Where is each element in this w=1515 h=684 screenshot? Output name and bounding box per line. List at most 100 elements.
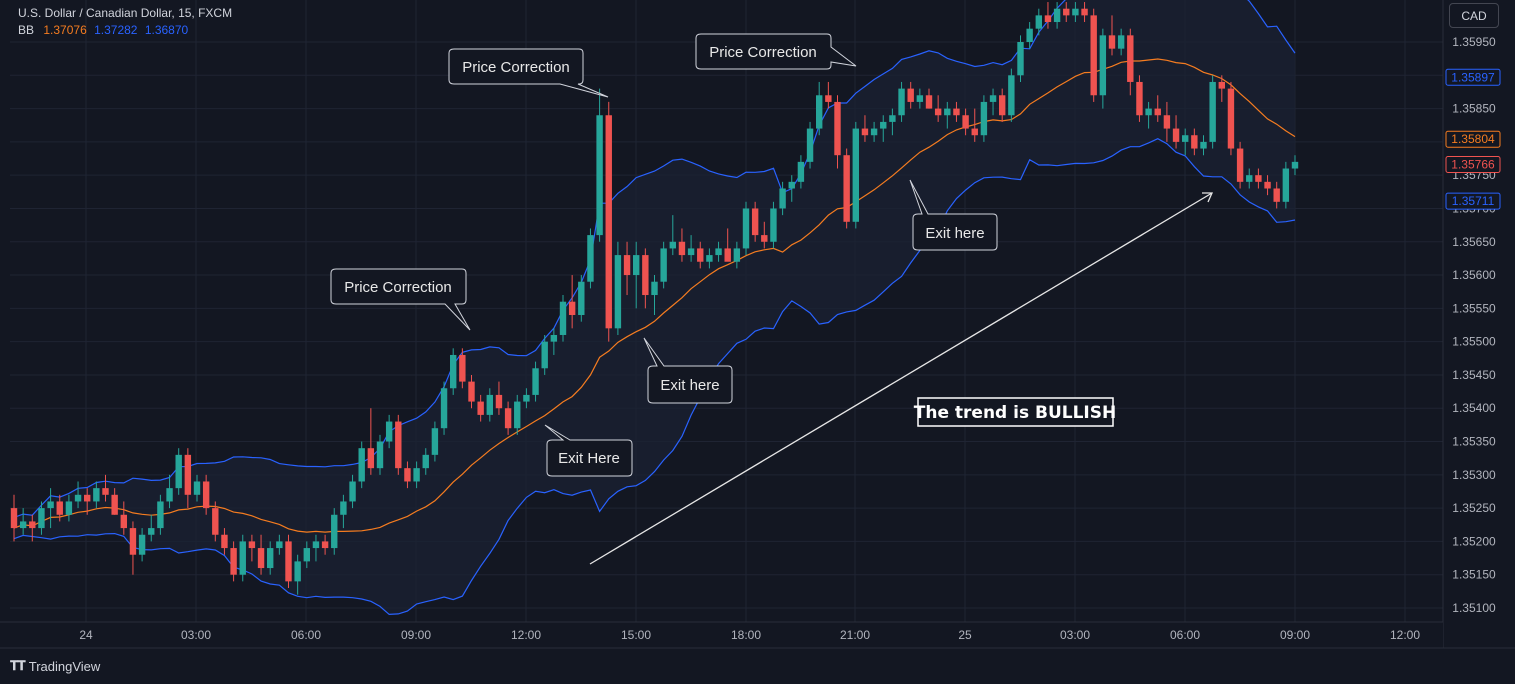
callout-price-correction-2: Price Correction: [448, 48, 609, 98]
time-tick-label: 24: [79, 628, 93, 642]
candle-body-down: [1273, 188, 1280, 202]
candle-body-down: [1154, 108, 1161, 116]
tradingview-brand[interactable]: 𝐓𝐓 TradingView: [10, 658, 100, 674]
candle-body-up: [450, 354, 457, 389]
candle-body-up: [614, 255, 622, 329]
candle-body-down: [202, 481, 210, 509]
candle-body-down: [10, 508, 18, 529]
callout-label: Exit Here: [558, 450, 620, 467]
time-tick-label: 25: [958, 628, 972, 642]
candle-body-down: [221, 534, 228, 549]
candle-body-up: [587, 235, 594, 282]
currency-label: CAD: [1461, 8, 1487, 23]
price-axis-bg: [1443, 0, 1515, 648]
price-tick-label: 1.35400: [1452, 401, 1496, 415]
candle-body-down: [751, 208, 759, 236]
candle-body-up: [65, 501, 73, 515]
candle-body-up: [47, 501, 54, 509]
price-tick-label: 1.35450: [1452, 368, 1496, 382]
candle-body-up: [239, 541, 246, 575]
price-tick-label: 1.35100: [1452, 601, 1496, 615]
candle-body-down: [953, 108, 960, 116]
callout-exit-3: Exit here: [909, 179, 998, 251]
bb-basis-value: 1.37076: [43, 23, 87, 37]
currency-selector[interactable]: CAD: [1449, 3, 1499, 28]
candle-body-down: [1108, 35, 1116, 49]
candle-body-down: [761, 235, 768, 242]
candle-body-down: [102, 488, 109, 495]
price-tick-label: 1.35950: [1452, 35, 1496, 49]
time-axis-bg: [0, 622, 1443, 648]
candle-body-up: [148, 528, 155, 535]
price-tick-label: 1.35500: [1452, 335, 1496, 349]
candle-body-up: [550, 334, 558, 342]
candle-body-down: [999, 95, 1006, 116]
candle-body-up: [532, 368, 539, 395]
time-axis[interactable]: 24 03:00 06:00 09:00 12:00 15:00 18:00 21:00 25 0…: [79, 628, 1420, 642]
candle-body-down: [1163, 115, 1171, 129]
price-label-value: 1.35897: [1451, 70, 1495, 84]
candle-body-up: [175, 454, 182, 489]
candle-body-down: [907, 88, 914, 102]
candle-body-up: [779, 188, 786, 209]
bollinger-lower-band: [13, 138, 1296, 616]
candle-body-up: [1209, 81, 1216, 142]
candle-body-up: [38, 508, 45, 529]
candle-body-down: [29, 521, 36, 529]
price-tick-label: 1.35850: [1452, 102, 1496, 116]
candle-body-down: [129, 528, 137, 555]
candle-body-up: [340, 501, 347, 515]
candle-body-up: [1017, 42, 1024, 76]
candle-body-up: [1291, 161, 1299, 169]
time-tick-label: 15:00: [621, 628, 651, 642]
time-tick-label: 03:00: [1060, 628, 1090, 642]
candle-body-up: [715, 248, 722, 256]
trend-label: The trend is BULLISH: [914, 403, 1116, 423]
candle-body-down: [1127, 35, 1134, 82]
candle-body-up: [431, 428, 439, 455]
candle-body-up: [596, 115, 603, 236]
time-tick-label: 18:00: [731, 628, 761, 642]
callout-label: Price Correction: [709, 44, 817, 61]
candle-body-down: [1136, 81, 1143, 116]
tradingview-logo-icon: 𝐓𝐓: [10, 658, 26, 673]
candle-body-down: [257, 548, 265, 569]
candle-body-down: [504, 408, 512, 429]
candle-body-down: [477, 401, 484, 415]
candle-body-up: [74, 494, 82, 502]
candle-body-down: [111, 494, 118, 515]
callout-exit-1: Exit Here: [544, 424, 633, 477]
candle-body-down: [248, 541, 256, 549]
price-label-box: [1445, 192, 1501, 210]
candle-body-down: [1227, 88, 1235, 149]
time-tick-label: 12:00: [1390, 628, 1420, 642]
candle-body-down: [404, 468, 411, 482]
candle-body-up: [440, 388, 448, 429]
candle-body-up: [523, 394, 530, 402]
indicator-legend: BB 1.37076 1.37282 1.36870: [18, 23, 192, 37]
candle-body-up: [276, 541, 283, 549]
callout-label: Price Correction: [462, 59, 570, 76]
candle-body-down: [605, 115, 612, 329]
candle-body-up: [898, 88, 905, 116]
candle-body-down: [1090, 15, 1097, 96]
candle-body-down: [697, 248, 704, 262]
price-label-value: 1.35766: [1451, 158, 1495, 172]
price-label-box: [1445, 156, 1501, 174]
candle-body-up: [989, 95, 997, 102]
candle-body-down: [861, 128, 869, 136]
price-tick-label: 1.35550: [1452, 301, 1496, 315]
candle-body-down: [834, 101, 841, 156]
candle-body-down: [1172, 128, 1180, 142]
candle-body-down: [971, 128, 978, 136]
candle-body-down: [568, 301, 576, 316]
candle-body-up: [267, 548, 274, 569]
candle-body-up: [1099, 35, 1107, 96]
candle-body-down: [56, 501, 63, 515]
candle-body-up: [651, 281, 658, 296]
candle-body-up: [889, 115, 896, 122]
candle-body-up: [660, 248, 667, 282]
candle-body-up: [1053, 8, 1061, 23]
price-label-value: 1.35711: [1452, 194, 1495, 208]
